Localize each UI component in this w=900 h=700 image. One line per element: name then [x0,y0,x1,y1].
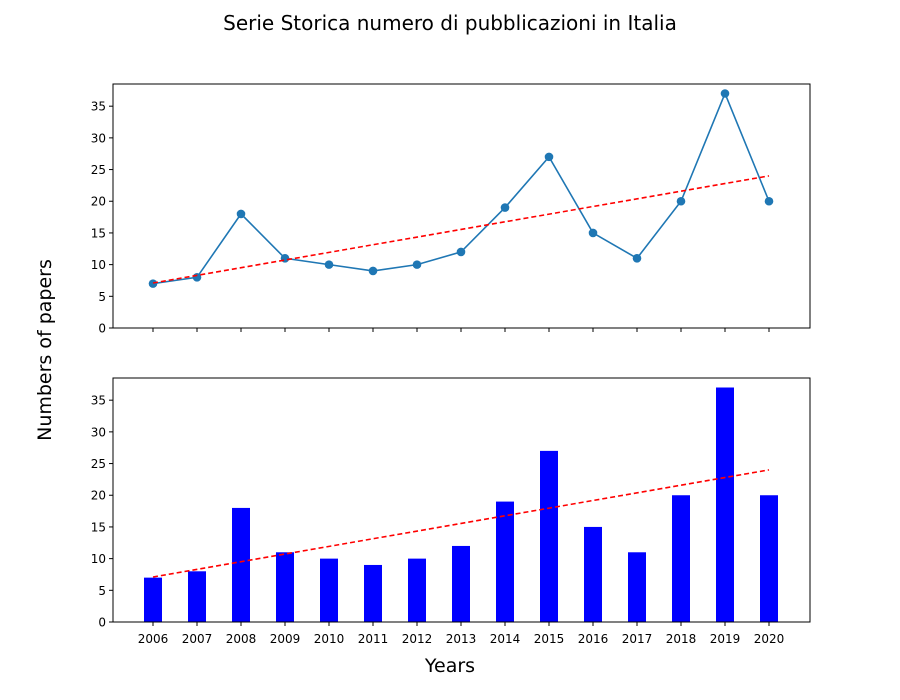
x-tick-label-2020: 2020 [754,632,785,646]
x-tick-label-2012: 2012 [402,632,433,646]
bar-2011 [364,564,382,622]
y-tick-label-35: 35 [91,394,106,408]
data-point-2011 [368,266,378,276]
bar-2009 [276,552,294,622]
data-point-2019 [720,89,730,98]
bar-2006 [144,577,162,622]
y-tick-label-0: 0 [98,616,106,630]
bar-2016 [584,526,602,622]
y-tick-label-30: 30 [91,131,106,145]
data-point-2015 [544,152,554,162]
bar-2013 [452,545,470,622]
data-point-2018 [676,196,686,206]
bar-2018 [672,495,690,622]
trend-line [152,469,770,578]
y-tick-label-25: 25 [91,163,106,177]
bar-2007 [188,571,206,622]
shared-y-axis-label: Numbers of papers [34,259,56,441]
x-tick-label-2018: 2018 [666,632,697,646]
x-tick-label-2014: 2014 [490,632,521,646]
figure-title: Serie Storica numero di pubblicazioni in… [223,11,677,35]
data-point-2013 [456,247,466,257]
y-tick-label-10: 10 [91,258,106,272]
bar-2014 [496,501,514,622]
x-tick-label-2006: 2006 [138,632,169,646]
x-tick-label-2011: 2011 [358,632,389,646]
data-point-2006 [148,279,158,288]
x-tick-label-2007: 2007 [182,632,213,646]
data-point-2017 [632,253,642,263]
y-tick-label-20: 20 [91,489,106,503]
bar-2015 [540,450,558,622]
shared-x-axis-label: Years [424,655,475,677]
x-tick-label-2008: 2008 [226,632,257,646]
y-tick-label-20: 20 [91,195,106,209]
bar-chart-panel: 0 5 10 15 20 25 30 35 2006 2007 2008 2009 2010 2011 20… [91,377,811,646]
y-tick-label-15: 15 [91,520,106,534]
bar-2008 [232,507,250,622]
trend-line [152,175,770,284]
bar-2012 [408,558,426,622]
x-tick-label-2017: 2017 [622,632,653,646]
y-tick-label-10: 10 [91,552,106,566]
y-tick-label-0: 0 [98,322,106,336]
bar-2010 [320,558,338,622]
data-point-2008 [236,209,246,219]
data-point-2012 [412,260,422,269]
bar-2019 [716,387,734,622]
y-tick-label-5: 5 [98,290,106,304]
y-tick-label-30: 30 [91,425,106,439]
x-tick-label-2009: 2009 [270,632,301,646]
x-tick-label-2019: 2019 [710,632,741,646]
data-point-2020 [764,196,774,206]
y-tick-label-35: 35 [91,100,106,114]
x-tick-label-2015: 2015 [534,632,565,646]
data-point-2010 [324,260,334,269]
data-point-2007 [192,272,202,282]
x-tick-label-2010: 2010 [314,632,345,646]
data-point-2014 [500,203,510,212]
bar-2017 [628,552,646,622]
bar-2020 [760,495,778,622]
line-chart-panel: 0 5 10 15 20 25 30 35 [91,83,811,336]
data-point-2016 [588,228,598,238]
x-tick-label-2013: 2013 [446,632,477,646]
y-tick-label-25: 25 [91,457,106,471]
x-tick-label-2016: 2016 [578,632,609,646]
y-tick-label-15: 15 [91,226,106,240]
y-tick-label-5: 5 [98,584,106,598]
